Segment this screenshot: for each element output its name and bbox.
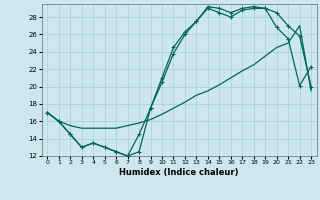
X-axis label: Humidex (Indice chaleur): Humidex (Indice chaleur) bbox=[119, 168, 239, 177]
